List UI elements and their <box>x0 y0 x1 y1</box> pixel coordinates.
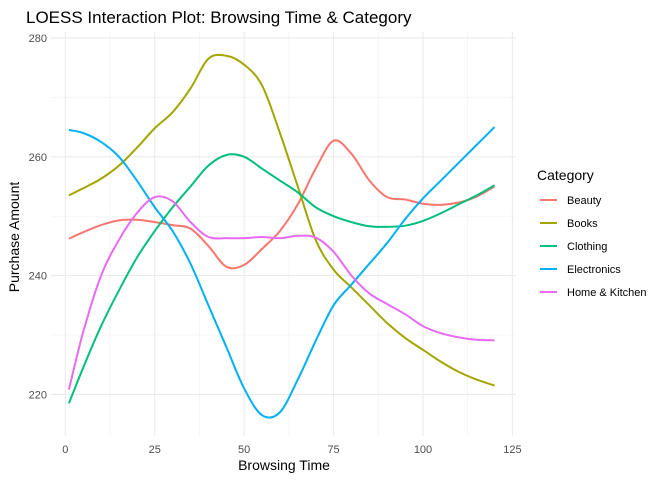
x-tick-label: 50 <box>238 444 250 456</box>
x-axis-ticks: 0 25 50 75 100 125 <box>62 444 521 456</box>
y-tick-label: 260 <box>29 152 47 164</box>
x-tick-label: 125 <box>503 444 521 456</box>
y-axis-title: Purchase Amount <box>6 182 22 293</box>
series-line-clothing <box>67 153 496 404</box>
legend-label-beauty: Beauty <box>567 195 602 207</box>
series-lines <box>67 53 496 419</box>
x-tick-label: 100 <box>414 444 432 456</box>
series-line-books <box>68 53 495 387</box>
legend-label-electronics: Electronics <box>567 264 621 276</box>
plot-panel <box>51 32 516 436</box>
legend-label-home-kitchen: Home & Kitchen <box>567 287 646 299</box>
legend-label-clothing: Clothing <box>567 241 607 253</box>
x-tick-label: 25 <box>149 444 161 456</box>
y-tick-label: 220 <box>29 389 47 401</box>
x-axis-title: Browsing Time <box>238 457 330 473</box>
chart-title: LOESS Interaction Plot: Browsing Time & … <box>26 8 412 27</box>
x-tick-label: 0 <box>62 444 68 456</box>
series-line-electronics <box>68 126 496 419</box>
series-line-beauty <box>68 139 496 270</box>
series-line-home-kitchen <box>67 195 495 390</box>
y-tick-label: 240 <box>29 271 47 283</box>
legend-items: Beauty Books Clothing Electronics Home & Kit… <box>540 195 646 299</box>
gridlines <box>51 32 516 436</box>
x-tick-label: 75 <box>327 444 339 456</box>
legend: Category Beauty Books Clothing Electronics H… <box>537 167 646 299</box>
legend-label-books: Books <box>567 218 598 230</box>
legend-title: Category <box>537 167 594 183</box>
y-tick-label: 280 <box>29 33 47 45</box>
y-axis-ticks: 220 240 260 280 <box>29 33 47 401</box>
